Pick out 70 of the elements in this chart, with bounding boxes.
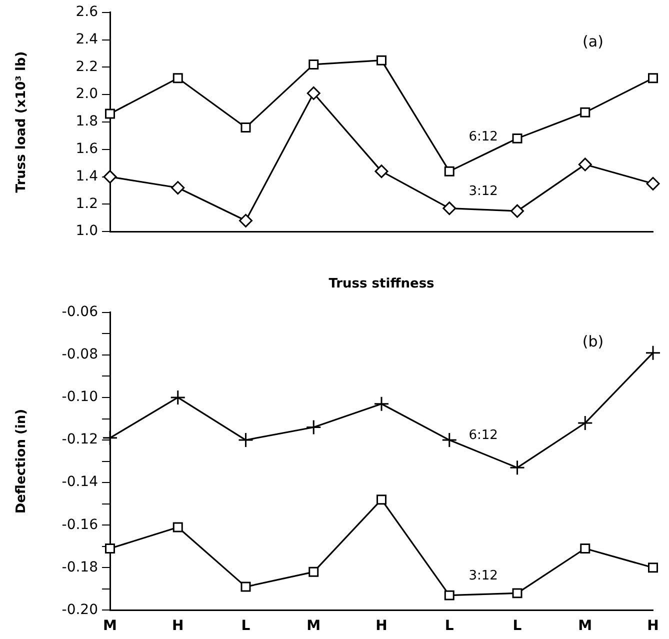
x-tick-label: M — [103, 618, 117, 634]
point — [442, 202, 456, 216]
y-tick-label: -0.16 — [62, 516, 98, 533]
point — [510, 460, 525, 476]
point — [374, 164, 388, 178]
point — [646, 176, 660, 190]
x-tick-label: H — [376, 618, 388, 634]
point — [648, 73, 658, 84]
series-label: 3:12 — [468, 184, 498, 200]
point — [578, 158, 592, 172]
point — [238, 432, 254, 448]
y-axis-title: Truss load (x10³ lb) — [14, 51, 30, 193]
x-tick-label: M — [306, 618, 321, 634]
y-tick-label: -0.08 — [62, 346, 98, 363]
point — [444, 166, 454, 176]
point — [308, 566, 319, 577]
y-tick-label: 2.2 — [76, 58, 98, 75]
y-tick-label: -0.06 — [62, 304, 98, 320]
point — [240, 122, 251, 132]
point — [240, 582, 251, 592]
point — [510, 204, 524, 218]
y-tick-label: -0.20 — [62, 602, 98, 618]
series-label: 6:12 — [468, 428, 498, 444]
x-tick-label: L — [512, 618, 522, 634]
point — [580, 544, 590, 554]
point — [172, 522, 183, 532]
series-label: 6:12 — [468, 129, 498, 144]
point — [376, 55, 386, 66]
annotation: (a) — [582, 32, 604, 50]
point — [577, 415, 593, 431]
point — [374, 396, 390, 412]
point — [105, 544, 115, 554]
series-label: 3:12 — [468, 568, 498, 584]
point — [102, 430, 118, 446]
point — [171, 181, 185, 195]
point — [512, 133, 522, 144]
point — [306, 420, 322, 436]
y-tick-label: -0.12 — [62, 432, 98, 448]
y-tick-label: 1.0 — [76, 223, 98, 240]
y-tick-label: -0.18 — [62, 559, 98, 576]
point — [376, 494, 386, 505]
x-tick-label: L — [444, 618, 454, 634]
point — [645, 345, 661, 361]
x-tick-label: H — [172, 618, 184, 634]
point — [239, 214, 252, 228]
point — [308, 59, 319, 70]
x-axis-title: Truss stiffness — [328, 276, 435, 292]
annotation: (b) — [582, 332, 604, 350]
point — [105, 108, 115, 119]
y-tick-label: 1.8 — [76, 114, 98, 130]
y-tick-label: 2.0 — [76, 86, 98, 102]
y-tick-label: 1.2 — [76, 196, 98, 212]
y-tick-label: 1.4 — [76, 168, 98, 184]
point — [442, 432, 458, 448]
y-tick-label: 2.4 — [76, 31, 98, 48]
y-tick-label: 2.6 — [76, 4, 98, 20]
point — [172, 73, 183, 84]
y-tick-label: -0.14 — [62, 474, 98, 490]
y-tick-label: -0.10 — [62, 389, 98, 406]
y-tick-label: 1.6 — [76, 141, 98, 158]
point — [648, 562, 658, 573]
point — [580, 107, 590, 118]
point — [444, 590, 454, 600]
x-tick-label: H — [647, 618, 659, 634]
x-tick-label: L — [241, 618, 250, 634]
y-axis-title: Deflection (in) — [14, 408, 30, 514]
point — [306, 86, 320, 100]
point — [512, 588, 522, 598]
point — [170, 390, 186, 406]
x-tick-label: M — [578, 618, 592, 634]
